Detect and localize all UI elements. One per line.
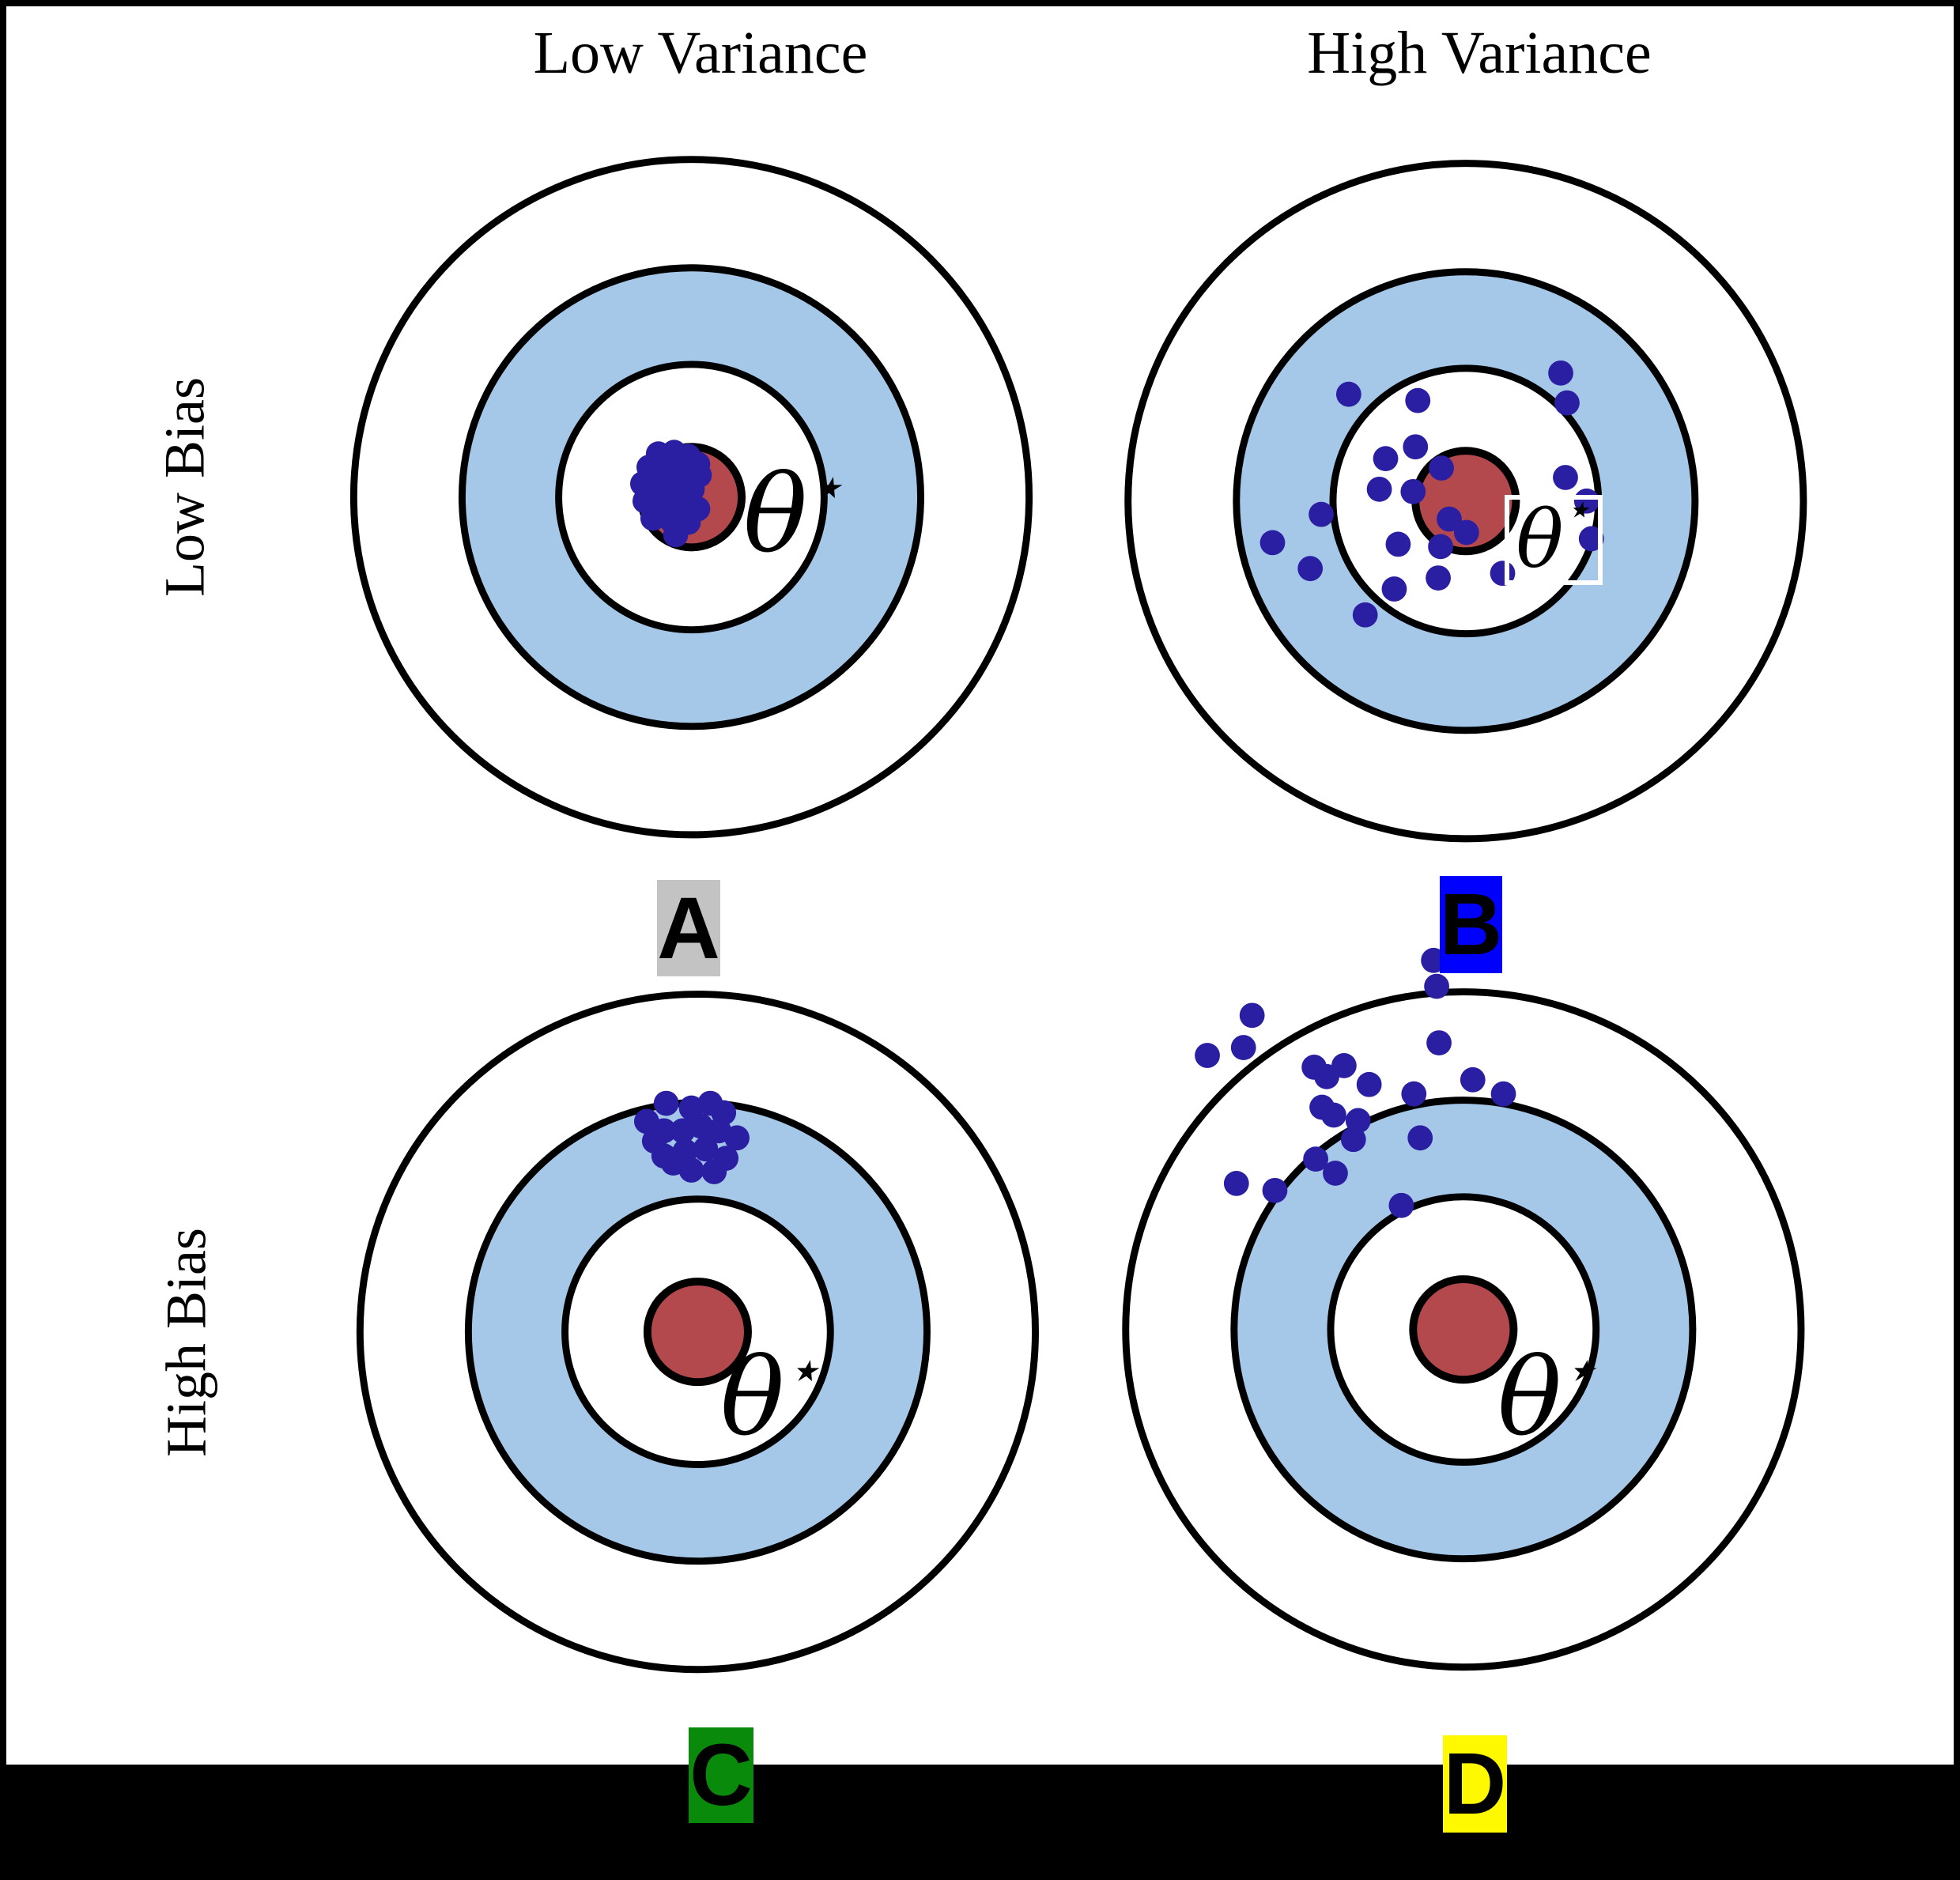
estimate-dot xyxy=(1426,1030,1452,1056)
theta-symbol: θ xyxy=(1516,493,1564,586)
estimate-dot xyxy=(1400,478,1426,504)
estimate-dot xyxy=(1239,1002,1265,1029)
estimate-dot xyxy=(693,1136,719,1162)
theta-star-label-b: θ ⋆ xyxy=(1505,488,1603,586)
estimate-dot xyxy=(1259,530,1286,556)
estimate-dot xyxy=(1428,534,1453,560)
estimate-dot xyxy=(1554,390,1580,416)
estimate-dot xyxy=(1314,1063,1339,1089)
estimate-dot xyxy=(1553,465,1578,490)
target-bullseye xyxy=(1409,1275,1518,1384)
target-label-a: A xyxy=(657,879,720,977)
targets-canvas xyxy=(349,156,1807,1674)
estimate-dot xyxy=(1223,1171,1249,1196)
estimate-dot xyxy=(1405,387,1431,413)
estimate-dot xyxy=(701,1159,727,1184)
theta-star-label-d: θ⋆ xyxy=(1497,1336,1599,1451)
row-label-low-bias: Low Bias xyxy=(153,377,217,597)
estimate-dot xyxy=(1373,446,1399,472)
estimate-dot xyxy=(1573,488,1599,514)
estimate-dot xyxy=(679,476,705,502)
estimate-dot xyxy=(1366,476,1392,502)
estimate-dot xyxy=(1426,565,1451,591)
estimate-dot xyxy=(1424,973,1449,999)
row-label-high-bias: High Bias xyxy=(154,1227,218,1458)
estimate-dot xyxy=(1381,576,1407,602)
estimate-dot xyxy=(1407,1125,1433,1151)
star-superscript: ⋆ xyxy=(807,453,844,521)
target-bullseye xyxy=(643,1278,752,1387)
estimate-dot xyxy=(663,522,689,548)
estimate-dot xyxy=(1321,1102,1346,1128)
estimate-dot xyxy=(1345,1108,1371,1134)
estimate-dot xyxy=(1335,381,1361,407)
estimate-dot xyxy=(1230,1035,1256,1060)
estimate-dot xyxy=(724,1125,750,1151)
column-header-high-variance: High Variance xyxy=(1307,20,1652,86)
estimate-dot xyxy=(1297,556,1324,582)
target-label-b: B xyxy=(1439,876,1503,973)
estimate-dot xyxy=(1323,1161,1348,1186)
estimate-dot xyxy=(1388,1192,1414,1218)
estimate-dot xyxy=(660,1150,686,1176)
estimate-dot xyxy=(640,505,666,531)
estimate-dot xyxy=(1460,1066,1486,1093)
estimate-dot xyxy=(653,1090,679,1116)
estimate-dot xyxy=(1578,526,1604,552)
estimate-dot xyxy=(1429,455,1454,481)
estimate-dot xyxy=(1490,1081,1516,1107)
estimate-dot xyxy=(1437,506,1462,532)
estimate-dot xyxy=(1401,1081,1427,1107)
estimate-dot xyxy=(1403,434,1429,460)
star-superscript: ⋆ xyxy=(1562,1336,1599,1404)
estimate-dot xyxy=(1262,1177,1288,1203)
bottom-black-band xyxy=(6,1765,1954,1874)
estimate-dot xyxy=(1195,1043,1220,1068)
estimate-dot xyxy=(1340,1127,1366,1153)
target-label-d: D xyxy=(1443,1735,1507,1833)
star-superscript: ⋆ xyxy=(784,1336,821,1404)
theta-symbol: θ xyxy=(720,1335,785,1459)
column-header-low-variance: Low Variance xyxy=(533,20,868,86)
estimate-dot xyxy=(1309,501,1334,527)
estimate-dot xyxy=(1303,1146,1329,1172)
estimate-dot xyxy=(1356,1071,1382,1097)
theta-star-label-a: θ⋆ xyxy=(743,453,844,568)
theta-symbol: θ xyxy=(1497,1335,1562,1459)
target-label-c: C xyxy=(689,1727,753,1824)
estimate-dot xyxy=(1548,360,1573,386)
theta-star-label-c: θ⋆ xyxy=(720,1336,821,1451)
estimate-dot xyxy=(1453,519,1479,546)
theta-symbol: θ xyxy=(743,452,808,576)
estimate-dot xyxy=(1352,602,1378,628)
estimate-dot xyxy=(1385,531,1411,557)
star-superscript: ⋆ xyxy=(1563,484,1592,535)
